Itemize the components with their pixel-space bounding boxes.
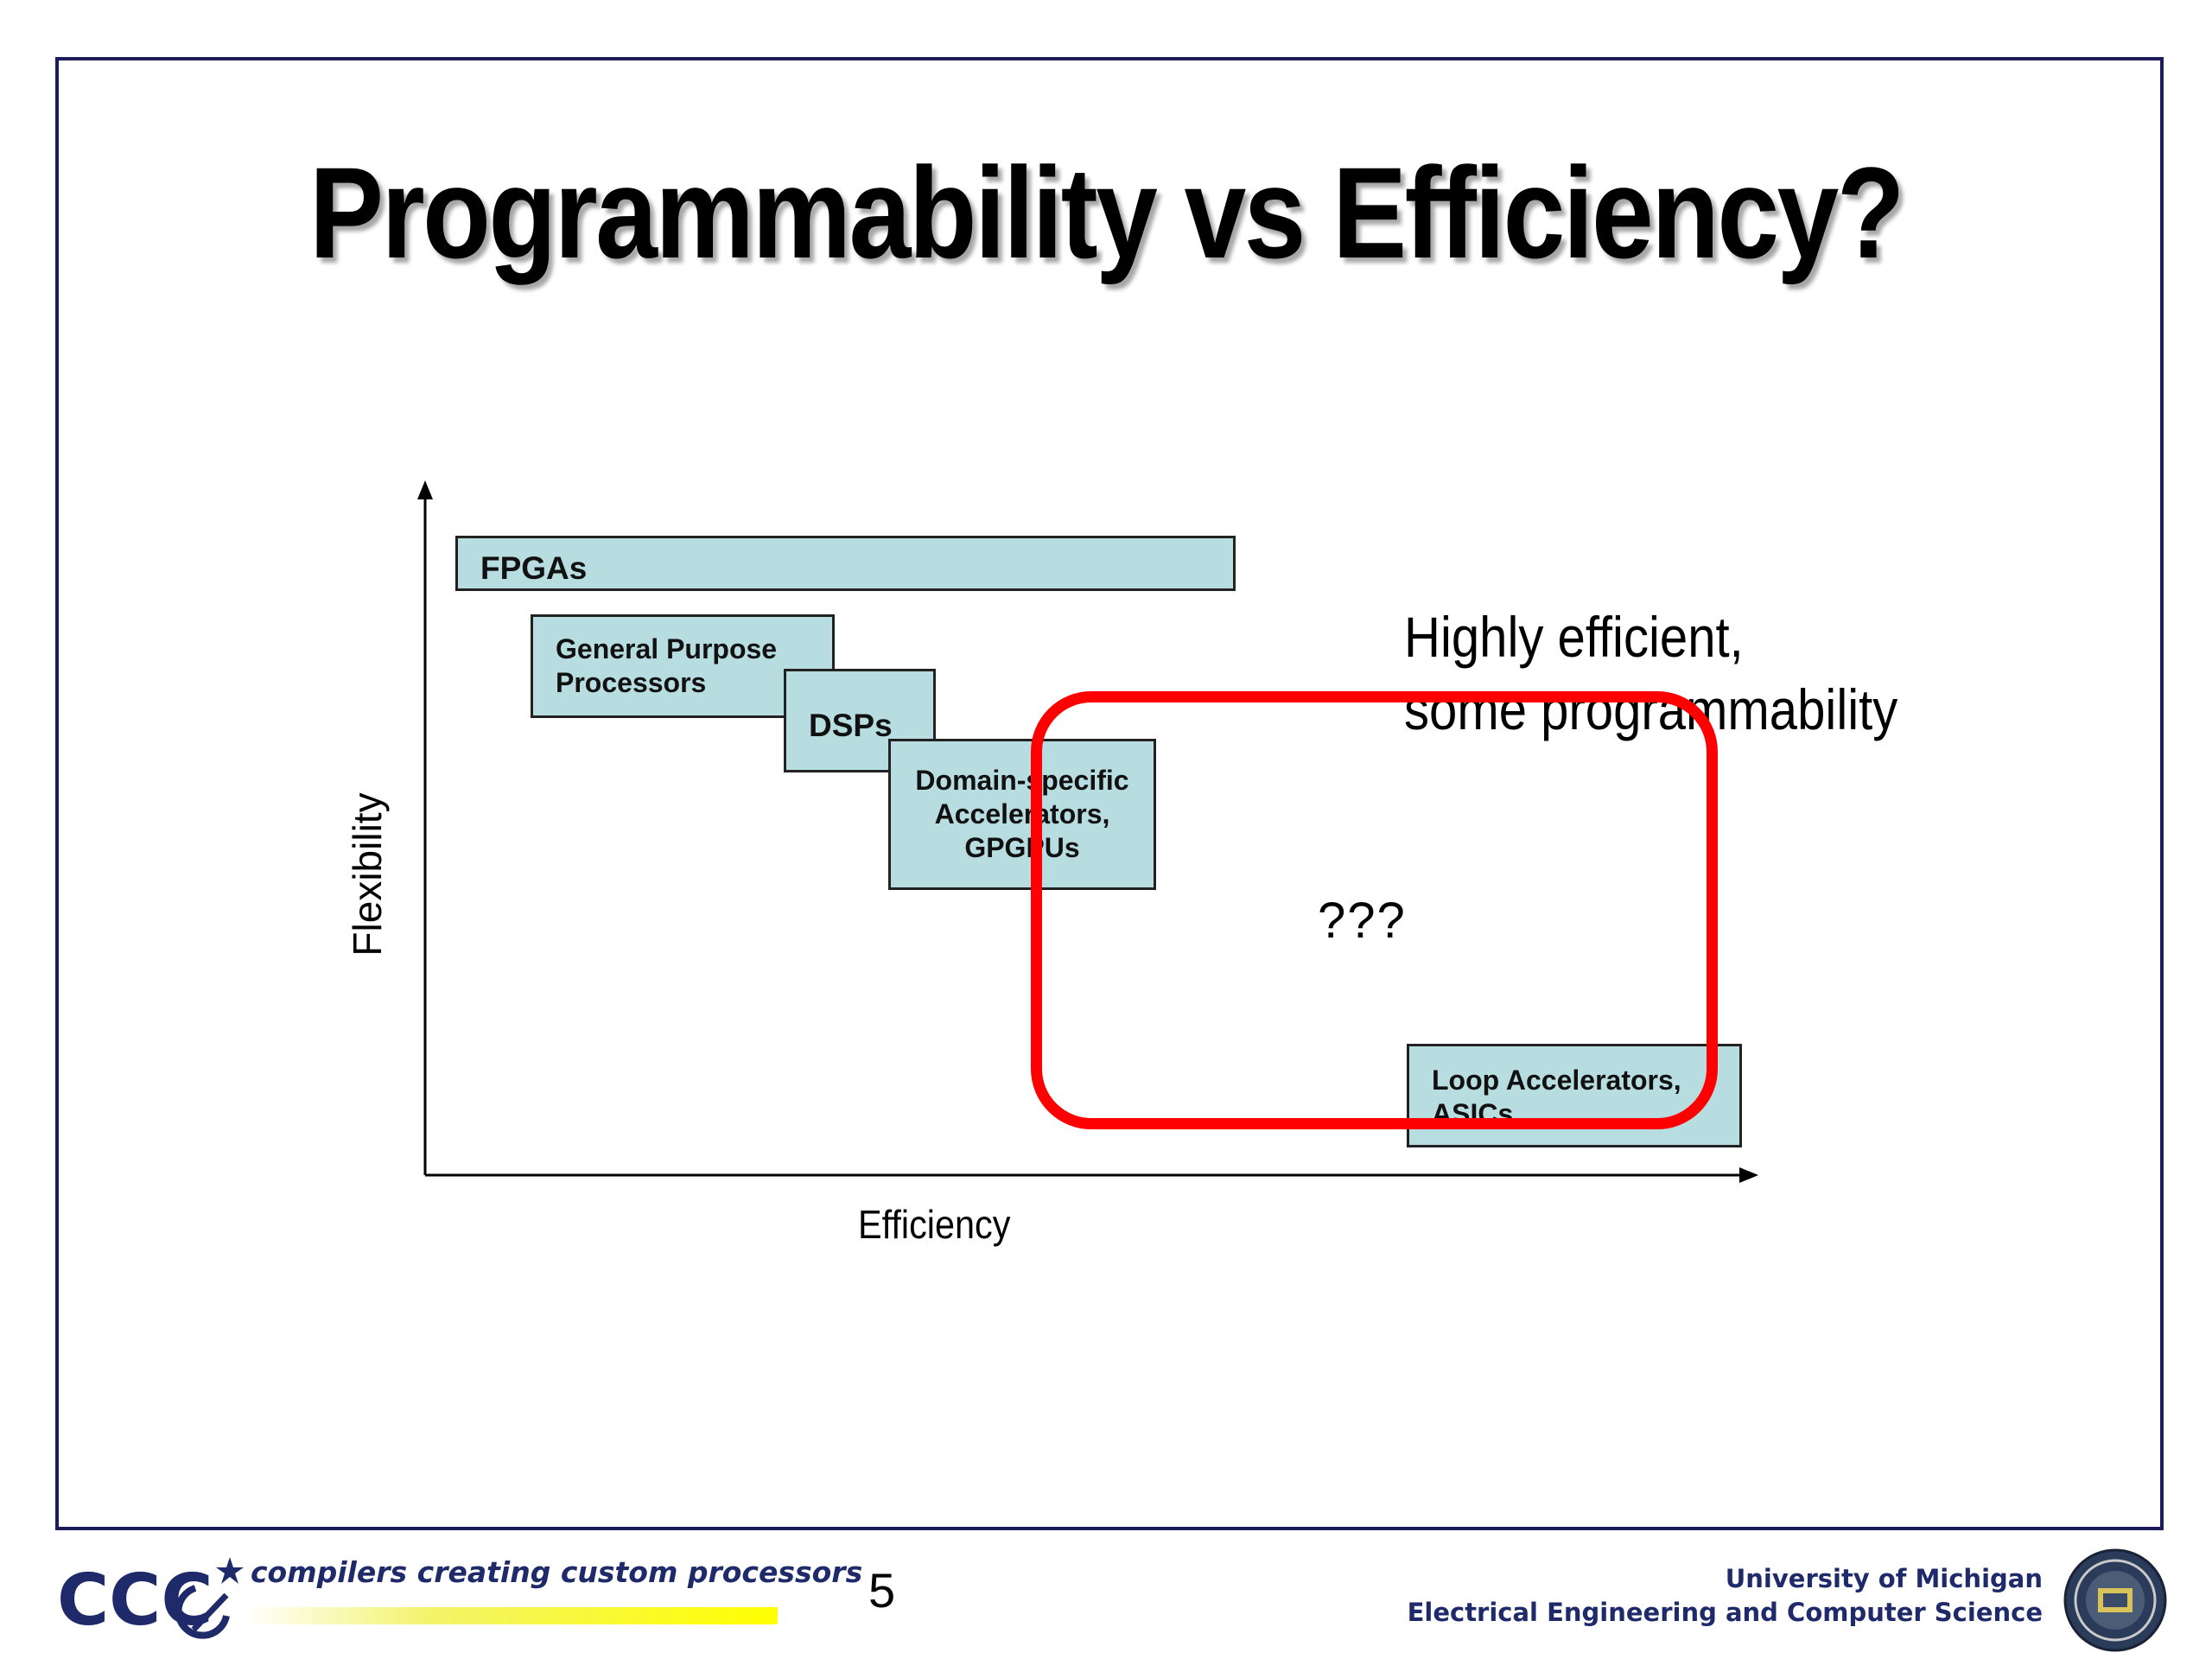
highlight-region bbox=[1031, 691, 1718, 1129]
university-text: University of Michigan Electrical Engine… bbox=[1408, 1562, 2043, 1630]
gpp-label: General Purpose Processors bbox=[556, 633, 778, 699]
annotation-text: Highly efficient, some programmability bbox=[1404, 605, 1898, 742]
university-seal-icon bbox=[2063, 1548, 2167, 1652]
dsps-label: DSPs bbox=[809, 708, 893, 743]
fpgas-label: FPGAs bbox=[480, 550, 588, 586]
ccc-logo: CCC bbox=[57, 1557, 244, 1642]
question-marks: ??? bbox=[1318, 893, 1407, 949]
x-axis-arrow bbox=[1739, 1167, 1758, 1183]
domain-label: Domain-specific Accelerators, GPGPUs bbox=[915, 765, 1129, 864]
page-number: 5 bbox=[868, 1563, 896, 1618]
university-line2: Electrical Engineering and Computer Scie… bbox=[1407, 1598, 2043, 1628]
tagline-underline bbox=[246, 1607, 778, 1624]
domain-box: Domain-specific Accelerators, GPGPUs bbox=[888, 739, 1156, 890]
university-line1: University of Michigan bbox=[1725, 1564, 2043, 1593]
y-axis-label: Flexibility bbox=[345, 792, 390, 957]
y-axis-arrow bbox=[417, 480, 433, 499]
slide-frame bbox=[55, 57, 2164, 1530]
slide-title: Programmability vs Efficiency? bbox=[309, 140, 1905, 285]
footer-tagline: compilers creating custom processors bbox=[251, 1555, 863, 1589]
hammer-sickle-icon bbox=[175, 1557, 244, 1639]
fpgas-box: FPGAs bbox=[455, 536, 1236, 591]
x-axis-label: Efficiency bbox=[858, 1202, 1011, 1247]
